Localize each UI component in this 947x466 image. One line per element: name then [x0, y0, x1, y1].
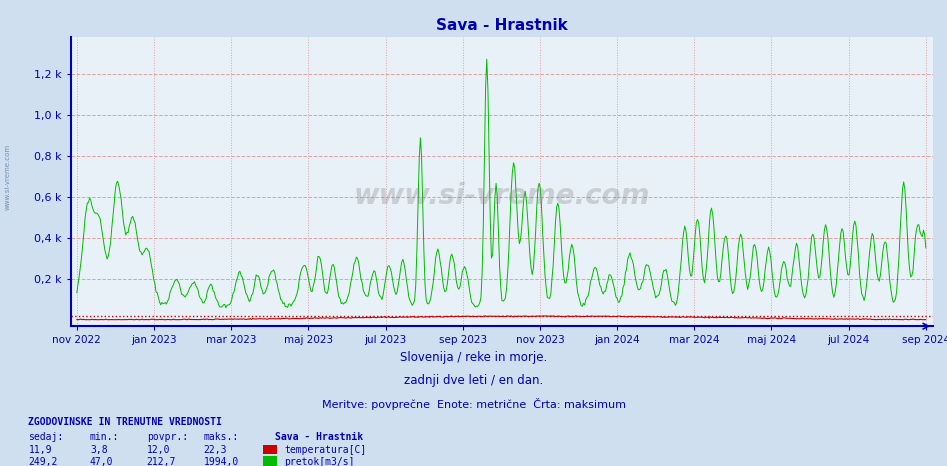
Title: Sava - Hrastnik: Sava - Hrastnik	[436, 18, 568, 34]
Text: Sava - Hrastnik: Sava - Hrastnik	[275, 432, 363, 442]
Text: pretok[m3/s]: pretok[m3/s]	[284, 457, 354, 466]
Text: Meritve: povprečne  Enote: metrične  Črta: maksimum: Meritve: povprečne Enote: metrične Črta:…	[321, 398, 626, 410]
Text: min.:: min.:	[90, 432, 119, 442]
Text: 249,2: 249,2	[28, 457, 58, 466]
Text: povpr.:: povpr.:	[147, 432, 188, 442]
Text: ZGODOVINSKE IN TRENUTNE VREDNOSTI: ZGODOVINSKE IN TRENUTNE VREDNOSTI	[28, 417, 223, 427]
Text: maks.:: maks.:	[204, 432, 239, 442]
Text: zadnji dve leti / en dan.: zadnji dve leti / en dan.	[403, 375, 544, 387]
Text: www.si-vreme.com: www.si-vreme.com	[5, 144, 10, 210]
Text: 22,3: 22,3	[204, 445, 227, 455]
Text: Slovenija / reke in morje.: Slovenija / reke in morje.	[400, 351, 547, 364]
Text: temperatura[C]: temperatura[C]	[284, 445, 366, 455]
Text: sedaj:: sedaj:	[28, 432, 63, 442]
Text: 1994,0: 1994,0	[204, 457, 239, 466]
Text: 12,0: 12,0	[147, 445, 170, 455]
Text: www.si-vreme.com: www.si-vreme.com	[353, 182, 651, 210]
Text: 47,0: 47,0	[90, 457, 114, 466]
Text: 3,8: 3,8	[90, 445, 108, 455]
Text: 212,7: 212,7	[147, 457, 176, 466]
Text: 11,9: 11,9	[28, 445, 52, 455]
